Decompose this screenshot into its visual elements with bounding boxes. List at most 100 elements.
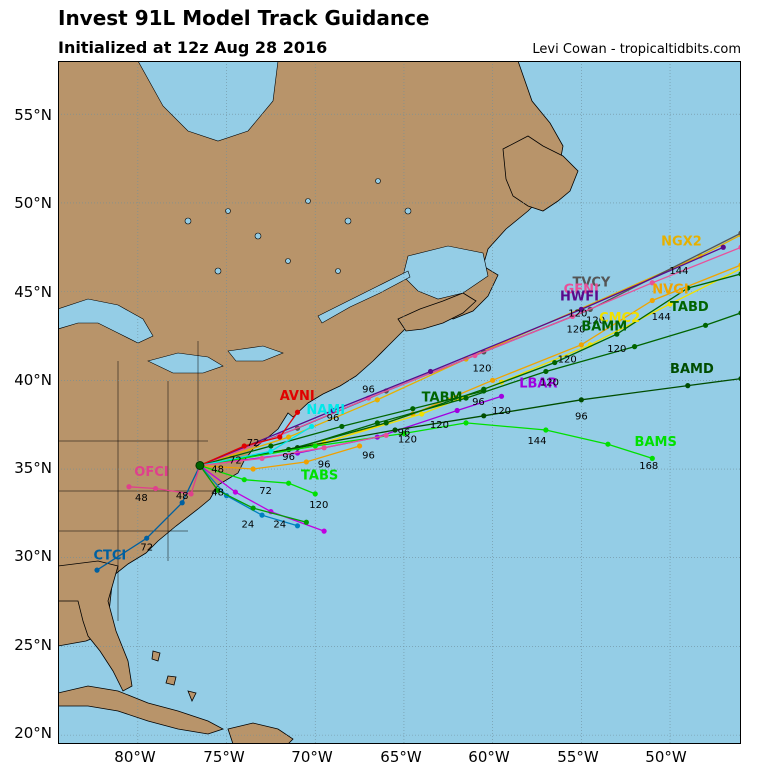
track-point	[286, 480, 292, 486]
model-label: HWFI	[560, 289, 599, 304]
track-point	[410, 406, 416, 412]
model-tracks	[94, 230, 741, 573]
track-point	[552, 359, 558, 366]
track-point	[605, 441, 611, 447]
track-point	[294, 523, 301, 529]
lat-label: 25°N	[14, 636, 52, 654]
track-point	[294, 409, 301, 415]
forecast-hour-label: 24	[241, 520, 254, 531]
forecast-hour-label: 96	[282, 452, 295, 463]
track-line	[199, 465, 298, 527]
model-label: CTCI	[93, 549, 126, 564]
track-line	[199, 445, 360, 470]
lake	[375, 178, 381, 184]
forecast-hour-label: 120	[492, 406, 511, 417]
track-point	[401, 430, 407, 437]
track-point	[259, 455, 265, 461]
lake	[344, 217, 352, 225]
track-point	[631, 344, 638, 350]
nova-scotia-land	[397, 292, 477, 332]
cuba-land	[58, 685, 225, 735]
map-frame	[58, 61, 741, 744]
lake	[404, 207, 412, 215]
track-point	[144, 535, 150, 541]
model-label: TABS	[301, 469, 338, 484]
track-point	[259, 512, 265, 518]
forecast-hour-label: 144	[652, 312, 671, 323]
lake	[285, 258, 291, 264]
forecast-hour-label: 120	[568, 308, 587, 319]
forecast-hour-label: 72	[247, 438, 260, 449]
track-point	[383, 432, 389, 438]
credit-text: Levi Cowan - tropicaltidbits.com	[532, 42, 741, 57]
track-point	[578, 342, 584, 348]
lake	[214, 267, 222, 275]
hudson-bay	[137, 61, 279, 142]
track-point	[702, 322, 709, 328]
model-label: TABD	[670, 300, 709, 315]
forecast-hour-label: 96	[472, 397, 485, 408]
model-label: NGX2	[661, 234, 702, 249]
forecast-hour-label: 24	[273, 520, 286, 531]
track-point	[250, 466, 256, 472]
track-line	[199, 312, 741, 467]
track-point	[339, 423, 345, 430]
track-point	[321, 445, 327, 451]
newfoundland-land	[502, 135, 579, 212]
forecast-hour-label: 96	[575, 411, 588, 422]
forecast-hour-label: 120	[309, 500, 328, 511]
model-label: TABM	[422, 391, 463, 406]
forecast-hour-label: 72	[229, 456, 242, 467]
forecast-hour-label: 72	[140, 543, 153, 554]
track-point	[578, 397, 584, 403]
track-point	[374, 420, 380, 426]
track-point	[312, 443, 318, 449]
forecast-hour-label: 48	[211, 465, 224, 476]
track-point	[232, 489, 239, 495]
track-point	[614, 331, 620, 337]
track-point	[649, 280, 655, 286]
forecast-hour-label: 48	[135, 493, 148, 504]
lon-label: 55°W	[557, 748, 599, 766]
lake	[305, 198, 311, 204]
lon-label: 75°W	[203, 748, 245, 766]
forecast-hour-label: 96	[362, 450, 375, 461]
forecast-hour-label: 72	[259, 486, 272, 497]
model-label: OFCI	[134, 465, 168, 480]
model-label: TVCY	[572, 275, 610, 290]
track-point	[277, 434, 283, 440]
forecast-hour-label: 48	[176, 491, 189, 502]
track-line	[199, 434, 387, 467]
model-label: BAMM	[581, 320, 627, 335]
track-point	[241, 443, 247, 449]
lat-label: 35°N	[14, 459, 52, 477]
water-bodies	[58, 61, 489, 374]
forecast-hour-label: 48	[211, 488, 224, 499]
map-subtitle: Initialized at 12z Aug 28 2016	[58, 38, 328, 57]
track-point	[286, 434, 292, 440]
track-point	[543, 427, 549, 433]
model-label: GFNI	[564, 282, 599, 297]
track-point	[490, 377, 496, 383]
track-point	[685, 383, 691, 389]
model-label: CMC2	[599, 311, 640, 326]
track-line	[199, 464, 316, 495]
lake	[335, 268, 341, 274]
track-point	[268, 443, 274, 449]
track-point	[543, 368, 549, 375]
track-point	[303, 519, 309, 525]
lon-label: 80°W	[114, 748, 156, 766]
florida-land	[58, 560, 133, 692]
lat-label: 55°N	[14, 106, 52, 124]
track-point	[481, 413, 487, 419]
track-point	[463, 420, 469, 426]
track-point	[179, 500, 185, 506]
forecast-hour-label: 120	[607, 344, 626, 355]
forecast-hour-label: 120	[398, 434, 417, 445]
lat-label: 45°N	[14, 283, 52, 301]
forecast-hour-label: 96	[327, 413, 340, 424]
model-label: AVNI	[280, 389, 315, 404]
track-point	[649, 297, 655, 304]
